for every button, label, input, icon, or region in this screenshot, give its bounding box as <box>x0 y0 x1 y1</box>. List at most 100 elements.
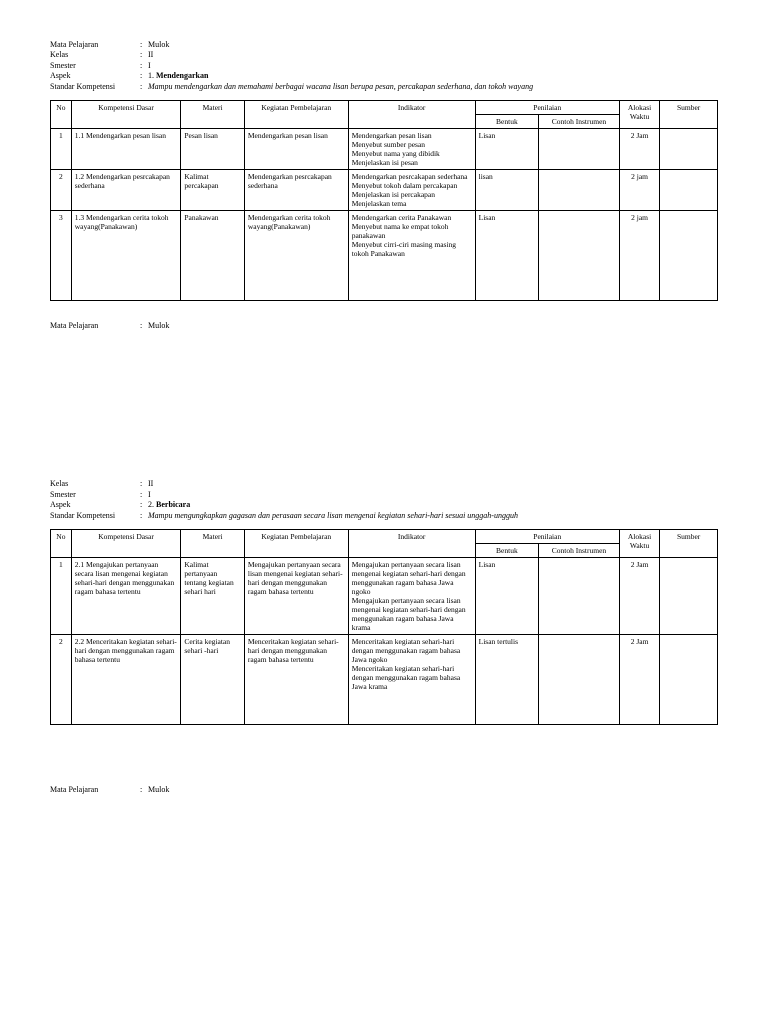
col-sumber: Sumber <box>660 100 718 128</box>
aspek-num: 2. <box>148 500 154 509</box>
col-penilaian: Penilaian <box>475 529 619 543</box>
cell-sumber <box>660 557 718 634</box>
cell-bentuk: Lisan <box>475 557 538 634</box>
cell-kegiatan: Menceritakan kegiatan sehari-hari dengan… <box>244 634 348 724</box>
cell-kd: 1.3 Mendengarkan cerita tokoh wayang(Pan… <box>71 210 181 300</box>
table-row: 11.1 Mendengarkan pesan lisanPesan lisan… <box>51 128 718 169</box>
cell-no: 2 <box>51 634 72 724</box>
col-bentuk: Bentuk <box>475 543 538 557</box>
label-aspek: Aspek <box>50 71 140 81</box>
cell-alokasi: 2 jam <box>619 210 659 300</box>
table-row: 12.1 Mengajukan pertanyaan secara lisan … <box>51 557 718 634</box>
cell-indikator: Mendengarkan pesan lisan Menyebut sumber… <box>348 128 475 169</box>
col-penilaian: Penilaian <box>475 100 619 114</box>
cell-kegiatan: Mengajukan pertanyaan secara lisan menge… <box>244 557 348 634</box>
label-mata-pelajaran: Mata Pelajaran <box>50 40 140 50</box>
cell-indikator: Mendengarkan cerita Panakawan Menyebut n… <box>348 210 475 300</box>
table-row: 21.2 Mendengarkan pesrcakapan sederhanaK… <box>51 169 718 210</box>
cell-bentuk: Lisan <box>475 210 538 300</box>
value-kelas: II <box>148 479 718 489</box>
aspek-value: Berbicara <box>156 500 190 509</box>
footer-header: Mata Pelajaran : Mulok <box>50 785 718 795</box>
cell-no: 2 <box>51 169 72 210</box>
label-smester: Smester <box>50 490 140 500</box>
cell-no: 1 <box>51 557 72 634</box>
cell-contoh <box>539 557 620 634</box>
cell-indikator: Mengajukan pertanyaan secara lisan menge… <box>348 557 475 634</box>
cell-kegiatan: Mendengarkan pesrcakapan sederhana <box>244 169 348 210</box>
label-mata-pelajaran: Mata Pelajaran <box>50 321 140 331</box>
cell-sumber <box>660 634 718 724</box>
label-mata-pelajaran: Mata Pelajaran <box>50 785 140 795</box>
section2-header: Kelas : II Smester : I Aspek : 2. Berbic… <box>50 479 718 521</box>
table-row: 31.3 Mendengarkan cerita tokoh wayang(Pa… <box>51 210 718 300</box>
cell-contoh <box>539 169 620 210</box>
col-materi: Materi <box>181 529 244 557</box>
section1-header: Mata Pelajaran : Mulok Kelas : II Smeste… <box>50 40 718 92</box>
cell-sumber <box>660 169 718 210</box>
col-kegiatan: Kegiatan Pembelajaran <box>244 529 348 557</box>
cell-contoh <box>539 128 620 169</box>
mid-header: Mata Pelajaran : Mulok <box>50 321 718 331</box>
cell-contoh <box>539 634 620 724</box>
table-section2: No Kompetensi Dasar Materi Kegiatan Pemb… <box>50 529 718 725</box>
value-sk: Mampu mengungkapkan gagasan dan perasaan… <box>148 511 718 521</box>
table-header-row: No Kompetensi Dasar Materi Kegiatan Pemb… <box>51 529 718 543</box>
cell-bentuk: Lisan <box>475 128 538 169</box>
cell-materi: Panakawan <box>181 210 244 300</box>
table-row: 22.2 Menceritakan kegiatan sehari-hari d… <box>51 634 718 724</box>
label-aspek: Aspek <box>50 500 140 510</box>
cell-kd: 1.2 Mendengarkan pesrcakapan sederhana <box>71 169 181 210</box>
col-indikator: Indikator <box>348 100 475 128</box>
aspek-num: 1. <box>148 71 154 80</box>
cell-no: 1 <box>51 128 72 169</box>
cell-kegiatan: Mendengarkan cerita tokoh wayang(Panakaw… <box>244 210 348 300</box>
cell-alokasi: 2 Jam <box>619 634 659 724</box>
cell-indikator: Mendengarkan pesrcakapan sederhana Menye… <box>348 169 475 210</box>
cell-alokasi: 2 jam <box>619 169 659 210</box>
cell-alokasi: 2 Jam <box>619 128 659 169</box>
col-contoh: Contoh Instrumen <box>539 114 620 128</box>
cell-materi: Pesan lisan <box>181 128 244 169</box>
cell-alokasi: 2 Jam <box>619 557 659 634</box>
col-kegiatan: Kegiatan Pembelajaran <box>244 100 348 128</box>
col-alokasi: Alokasi Waktu <box>619 100 659 128</box>
col-no: No <box>51 100 72 128</box>
table-section1: No Kompetensi Dasar Materi Kegiatan Pemb… <box>50 100 718 301</box>
col-bentuk: Bentuk <box>475 114 538 128</box>
value-kelas: II <box>148 50 718 60</box>
cell-kd: 1.1 Mendengarkan pesan lisan <box>71 128 181 169</box>
value-sk: Mampu mendengarkan dan memahami berbagai… <box>148 82 718 92</box>
cell-bentuk: lisan <box>475 169 538 210</box>
aspek-value: Mendengarkan <box>156 71 208 80</box>
value-smester: I <box>148 61 718 71</box>
cell-sumber <box>660 128 718 169</box>
label-sk: Standar Kompetensi <box>50 511 140 521</box>
value-mata-pelajaran: Mulok <box>148 785 718 795</box>
cell-materi: Kalimat pertanyaan tentang kegiatan seha… <box>181 557 244 634</box>
cell-indikator: Menceritakan kegiatan sehari-hari dengan… <box>348 634 475 724</box>
col-sumber: Sumber <box>660 529 718 557</box>
label-kelas: Kelas <box>50 479 140 489</box>
value-smester: I <box>148 490 718 500</box>
table-header-row: No Kompetensi Dasar Materi Kegiatan Pemb… <box>51 100 718 114</box>
label-sk: Standar Kompetensi <box>50 82 140 92</box>
label-smester: Smester <box>50 61 140 71</box>
cell-sumber <box>660 210 718 300</box>
cell-kd: 2.2 Menceritakan kegiatan sehari-hari de… <box>71 634 181 724</box>
col-kd: Kompetensi Dasar <box>71 529 181 557</box>
col-no: No <box>51 529 72 557</box>
label-kelas: Kelas <box>50 50 140 60</box>
cell-materi: Kalimat percakapan <box>181 169 244 210</box>
col-materi: Materi <box>181 100 244 128</box>
value-mata-pelajaran: Mulok <box>148 40 718 50</box>
value-mata-pelajaran: Mulok <box>148 321 718 331</box>
cell-materi: Cerita kegiatan sehari -hari <box>181 634 244 724</box>
cell-no: 3 <box>51 210 72 300</box>
col-contoh: Contoh Instrumen <box>539 543 620 557</box>
cell-contoh <box>539 210 620 300</box>
cell-kegiatan: Mendengarkan pesan lisan <box>244 128 348 169</box>
col-alokasi: Alokasi Waktu <box>619 529 659 557</box>
col-indikator: Indikator <box>348 529 475 557</box>
col-kd: Kompetensi Dasar <box>71 100 181 128</box>
